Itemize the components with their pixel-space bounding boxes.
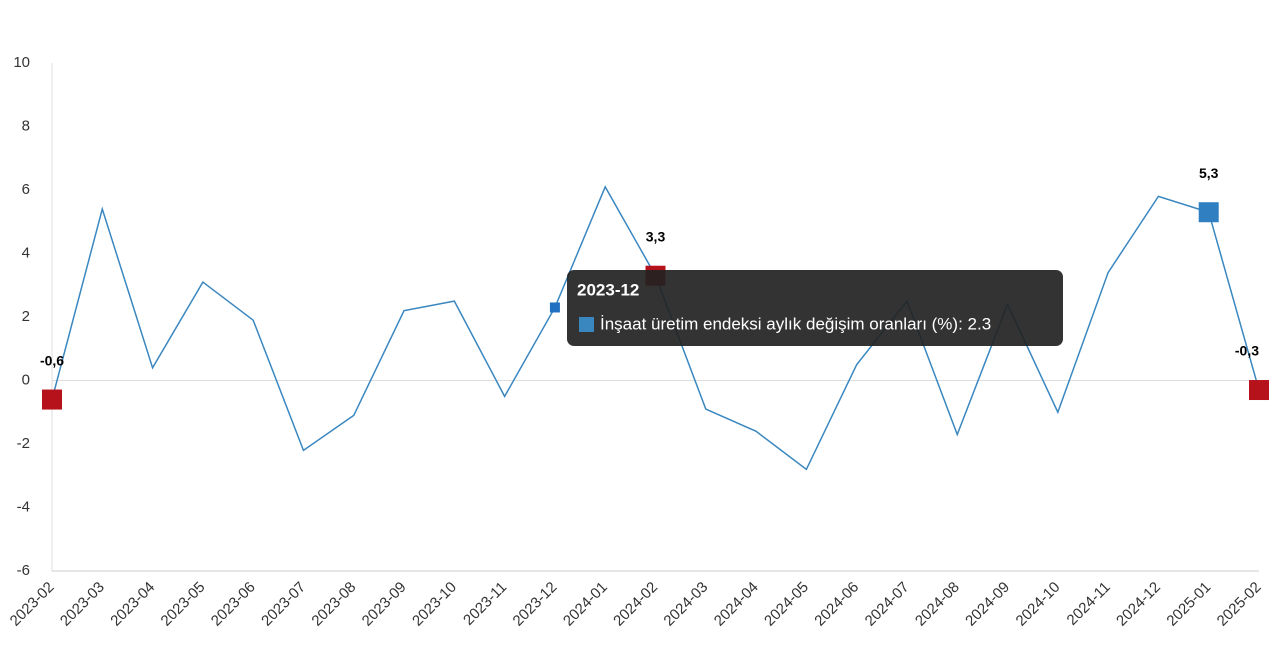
x-tick-label: 2023-10 bbox=[409, 579, 460, 630]
x-tick-label: 2024-02 bbox=[610, 579, 661, 630]
x-tick-label: 2024-12 bbox=[1113, 579, 1164, 630]
tooltip-text: İnşaat üretim endeksi aylık değişim oran… bbox=[600, 314, 991, 333]
x-tick-label: 2024-10 bbox=[1013, 579, 1064, 630]
x-tick-label: 2023-06 bbox=[208, 579, 259, 630]
x-tick-label: 2023-04 bbox=[107, 579, 158, 630]
x-tick-label: 2024-07 bbox=[862, 579, 913, 630]
x-tick-label: 2023-08 bbox=[308, 579, 359, 630]
tooltip-swatch bbox=[579, 317, 594, 332]
x-tick-label: 2024-03 bbox=[660, 579, 711, 630]
x-tick-label: 2025-02 bbox=[1214, 579, 1265, 630]
y-tick-label: 0 bbox=[22, 371, 30, 388]
x-tick-label: 2023-02 bbox=[7, 579, 58, 630]
x-tick-label: 2023-07 bbox=[258, 579, 309, 630]
value-label: 3,3 bbox=[646, 228, 666, 244]
highlight-marker bbox=[1249, 380, 1269, 401]
value-label: -0,3 bbox=[1235, 343, 1259, 359]
x-tick-label: 2024-09 bbox=[962, 579, 1013, 630]
x-tick-label: 2023-12 bbox=[510, 579, 561, 630]
y-tick-label: 8 bbox=[22, 117, 30, 134]
tooltip-title: 2023-12 bbox=[577, 280, 639, 299]
x-tick-label: 2024-11 bbox=[1064, 579, 1114, 629]
value-label: 5,3 bbox=[1199, 165, 1219, 181]
highlight-marker bbox=[1198, 202, 1219, 223]
value-label: -0,6 bbox=[40, 352, 64, 368]
x-tick-label: 2024-08 bbox=[912, 579, 963, 630]
y-tick-label: 4 bbox=[22, 244, 30, 261]
highlight-marker bbox=[42, 389, 62, 410]
x-tick-label: 2024-01 bbox=[560, 579, 611, 630]
tooltip: 2023-12 İnşaat üretim endeksi aylık değiş… bbox=[567, 270, 1063, 346]
y-tick-label: 2 bbox=[22, 308, 30, 325]
x-tick-label: 2023-03 bbox=[57, 579, 108, 630]
x-tick-label: 2023-11 bbox=[460, 579, 510, 629]
x-tick-label: 2024-04 bbox=[711, 579, 762, 630]
y-tick-label: -2 bbox=[17, 435, 30, 452]
y-tick-label: -4 bbox=[17, 498, 30, 515]
x-tick-label: 2023-05 bbox=[158, 579, 209, 630]
x-tick-label: 2024-05 bbox=[761, 579, 812, 630]
x-tick-label: 2025-01 bbox=[1163, 579, 1214, 630]
y-tick-label: 6 bbox=[22, 181, 30, 198]
x-tick-label: 2024-06 bbox=[811, 579, 862, 630]
tooltip-box bbox=[567, 270, 1063, 346]
y-tick-label: 10 bbox=[13, 54, 30, 71]
hover-marker bbox=[549, 302, 560, 313]
x-tick-label: 2023-09 bbox=[359, 579, 410, 630]
y-tick-label: -6 bbox=[17, 562, 30, 579]
